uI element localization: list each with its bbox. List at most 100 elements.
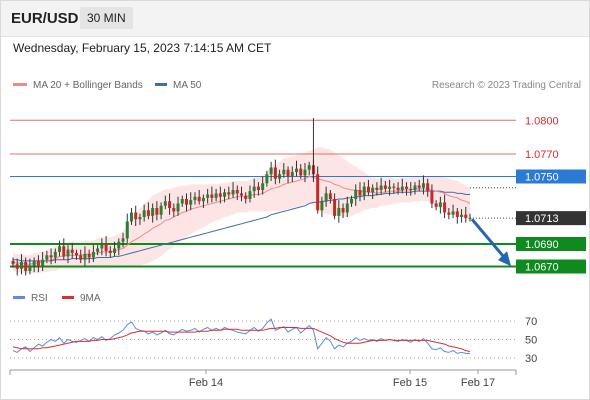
candle-body <box>168 201 172 208</box>
rsi-tick-70: 70 <box>525 316 537 328</box>
candle-body <box>388 186 392 189</box>
candle-body <box>409 188 413 190</box>
candle-body <box>11 260 15 265</box>
candle-body <box>104 244 108 251</box>
candle-body <box>58 246 62 252</box>
candle-body <box>45 255 49 260</box>
x-tick-label: Feb 15 <box>393 377 427 389</box>
candle-body <box>362 186 366 196</box>
candle-body <box>108 250 112 253</box>
rsi-line <box>12 318 470 354</box>
candle-body <box>451 211 455 215</box>
candle-body <box>358 190 362 196</box>
candle-body <box>41 259 45 267</box>
candle-body <box>341 208 345 213</box>
candle-body <box>299 168 303 176</box>
candle-body <box>66 249 70 257</box>
candle-body <box>455 211 459 217</box>
candle-body <box>227 192 231 195</box>
rsi-ma-swatch <box>62 295 74 299</box>
candle-body <box>129 212 133 222</box>
rsi-tick-50: 50 <box>525 335 537 347</box>
candle-body <box>206 194 210 198</box>
ma20-swatch <box>13 82 27 86</box>
candle-body <box>405 186 409 189</box>
candle-body <box>159 205 163 215</box>
candle-body <box>87 254 91 258</box>
candle-body <box>32 260 36 266</box>
candle-body <box>417 185 421 188</box>
candle-body <box>146 210 150 216</box>
candle-body <box>430 191 434 204</box>
candle-body <box>265 174 269 184</box>
candle-body <box>286 169 290 177</box>
legend-rsi: RSI <box>13 293 48 304</box>
candle-body <box>125 221 129 239</box>
candle-body <box>379 185 383 190</box>
candle-body <box>324 193 328 202</box>
ma50-swatch <box>155 82 167 86</box>
candle-body <box>295 168 299 172</box>
candle-body <box>100 244 104 249</box>
candle-body <box>223 192 227 197</box>
candle-body <box>62 246 66 257</box>
rsi-ma-label: 9MA <box>80 293 101 304</box>
candle-body <box>180 199 184 204</box>
forecast-arrow-head <box>498 251 511 267</box>
rsi-swatch <box>13 295 25 299</box>
legend-ma50: MA 50 <box>155 80 201 91</box>
candle-body <box>438 202 442 207</box>
candle-body <box>460 214 464 217</box>
timeframe-button[interactable]: 30 MIN <box>80 7 133 29</box>
forecast-arrow-shaft <box>470 218 506 259</box>
candle-body <box>189 200 193 205</box>
candle-body <box>303 169 307 176</box>
level-label-1.0670: 1.0670 <box>525 262 559 274</box>
credit-label: Research © 2023 Trading Central <box>431 80 581 91</box>
candle-body <box>447 212 451 215</box>
level-tag-1.0670 <box>516 259 586 274</box>
candle-body <box>366 186 370 193</box>
candle-body <box>261 183 265 190</box>
candle-body <box>464 214 468 219</box>
candle-body <box>28 265 32 271</box>
level-tag-1.0690 <box>516 237 586 251</box>
candle-body <box>117 241 121 249</box>
bollinger-band <box>13 147 470 274</box>
candle-body <box>316 174 320 211</box>
rsi-label: RSI <box>31 293 48 304</box>
candle-body <box>201 197 205 202</box>
candle-body <box>53 251 57 258</box>
candle-body <box>252 186 256 192</box>
candle-body <box>184 199 188 205</box>
candle-body <box>231 190 235 195</box>
rsi-tick-30: 30 <box>525 353 537 365</box>
candle-body <box>96 248 100 252</box>
candle-body <box>426 183 430 192</box>
candle-body <box>134 212 138 220</box>
candle-body <box>214 193 218 198</box>
candle-body <box>333 199 337 216</box>
candle-body <box>248 191 252 199</box>
candle-body <box>151 208 155 216</box>
candle-body <box>24 262 28 271</box>
candle-body <box>197 196 201 202</box>
candle-body <box>354 190 358 199</box>
current-price-label: 1.0713 <box>525 213 559 225</box>
candle-body <box>396 187 400 190</box>
candle-body <box>443 202 447 213</box>
candle-body <box>163 201 167 206</box>
candle-body <box>468 218 472 220</box>
candle-body <box>155 208 159 215</box>
x-tick-label: Feb 17 <box>461 377 495 389</box>
candle-body <box>244 195 248 199</box>
candle-body <box>142 210 146 217</box>
candle-body <box>19 262 23 269</box>
candle-body <box>375 187 379 190</box>
candle-body <box>421 183 425 188</box>
candle-body <box>278 174 282 179</box>
candle-body <box>113 248 117 253</box>
candle-body <box>350 199 354 204</box>
candle-body <box>176 203 180 212</box>
